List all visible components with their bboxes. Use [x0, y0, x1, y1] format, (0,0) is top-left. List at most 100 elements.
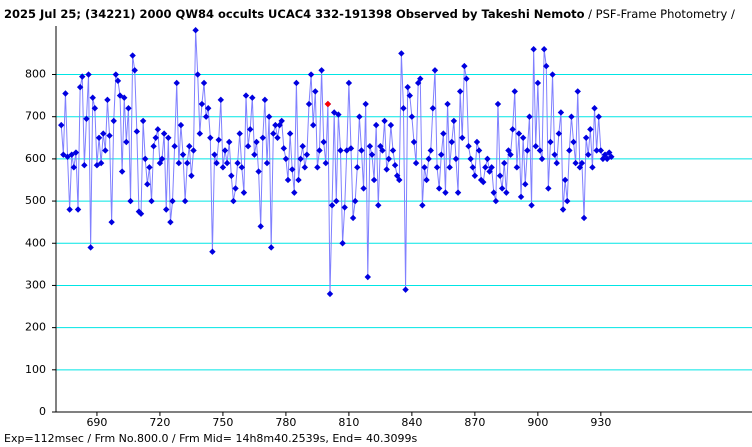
data-point [74, 206, 82, 213]
data-point [601, 151, 609, 158]
data-point [188, 172, 195, 179]
data-point [549, 71, 556, 78]
data-point [158, 155, 166, 163]
data-point [192, 27, 199, 34]
data-point [505, 147, 512, 154]
data-point [524, 147, 531, 154]
data-point [265, 113, 273, 120]
data-point [211, 151, 218, 158]
data-point [200, 79, 208, 87]
data-point [257, 223, 264, 230]
light-curve [60, 30, 612, 294]
data-point [68, 151, 75, 158]
y-tick-label: 100 [25, 363, 46, 376]
data-point [108, 218, 115, 226]
data-point [410, 138, 418, 146]
data-point [167, 218, 174, 226]
data-point [66, 206, 73, 213]
data-point [154, 126, 162, 133]
data-point [391, 162, 399, 169]
data-point [236, 130, 243, 137]
data-point [288, 166, 296, 173]
data-point [469, 164, 476, 171]
data-point [576, 164, 584, 171]
data-point [431, 67, 439, 74]
data-point [522, 180, 529, 188]
data-point [351, 197, 359, 205]
data-point [446, 164, 453, 171]
data-point [530, 46, 537, 53]
data-point [129, 52, 136, 59]
data-point [368, 151, 376, 158]
data-point [387, 121, 395, 129]
data-point [213, 159, 220, 167]
data-point [62, 90, 69, 97]
data-point [131, 67, 138, 74]
data-point [333, 197, 340, 205]
data-point [557, 109, 565, 116]
data-point [95, 134, 103, 141]
data-point [255, 168, 262, 175]
data-point [81, 162, 88, 169]
data-point [412, 159, 420, 167]
data-point [339, 240, 346, 247]
data-point [417, 75, 424, 82]
data-point [438, 151, 445, 158]
data-point [112, 71, 120, 78]
data-point [127, 197, 134, 205]
data-point [85, 71, 92, 78]
data-point [244, 143, 252, 150]
data-point [347, 145, 355, 152]
y-tick-label: 700 [25, 110, 46, 123]
data-point [398, 50, 405, 57]
data-point [133, 128, 141, 135]
data-point [305, 100, 313, 108]
data-point [427, 147, 434, 154]
data-point [440, 130, 447, 137]
data-point [406, 92, 413, 99]
data-point [76, 83, 84, 91]
data-point [70, 164, 78, 171]
data-point [106, 132, 113, 139]
data-point [207, 134, 214, 141]
data-point [268, 244, 275, 251]
y-tick-label: 400 [25, 236, 46, 249]
x-tick-label: 780 [275, 416, 296, 429]
data-point [404, 83, 411, 91]
data-point [215, 136, 222, 144]
data-point [551, 151, 558, 158]
data-point [515, 130, 523, 137]
data-point [284, 176, 292, 184]
data-point [456, 88, 464, 95]
data-point [423, 176, 430, 184]
data-point [146, 164, 153, 171]
x-tick-label: 810 [338, 416, 359, 429]
data-point [467, 155, 474, 163]
data-point [553, 159, 560, 167]
data-point [177, 121, 185, 129]
y-tick-label: 800 [25, 68, 46, 81]
data-point [240, 189, 248, 196]
x-tick-label: 930 [590, 416, 611, 429]
data-point [242, 92, 250, 99]
data-point [486, 168, 493, 175]
data-point [578, 159, 586, 167]
data-point [165, 134, 172, 141]
data-point [496, 172, 504, 179]
data-point [358, 147, 365, 154]
data-point [408, 113, 416, 120]
data-point [272, 121, 279, 129]
footer: Exp=112msec / Frm No.800.0 / Frm Mid= 14… [4, 432, 417, 445]
data-point [58, 121, 65, 129]
data-point [414, 79, 422, 87]
data-point [421, 164, 428, 171]
data-point [538, 155, 546, 163]
data-point [190, 147, 197, 154]
data-point [163, 206, 170, 213]
data-point [507, 151, 514, 158]
data-point [419, 202, 426, 209]
data-point [221, 147, 229, 154]
data-point [582, 134, 590, 141]
data-point [372, 121, 380, 129]
data-point [473, 138, 481, 146]
